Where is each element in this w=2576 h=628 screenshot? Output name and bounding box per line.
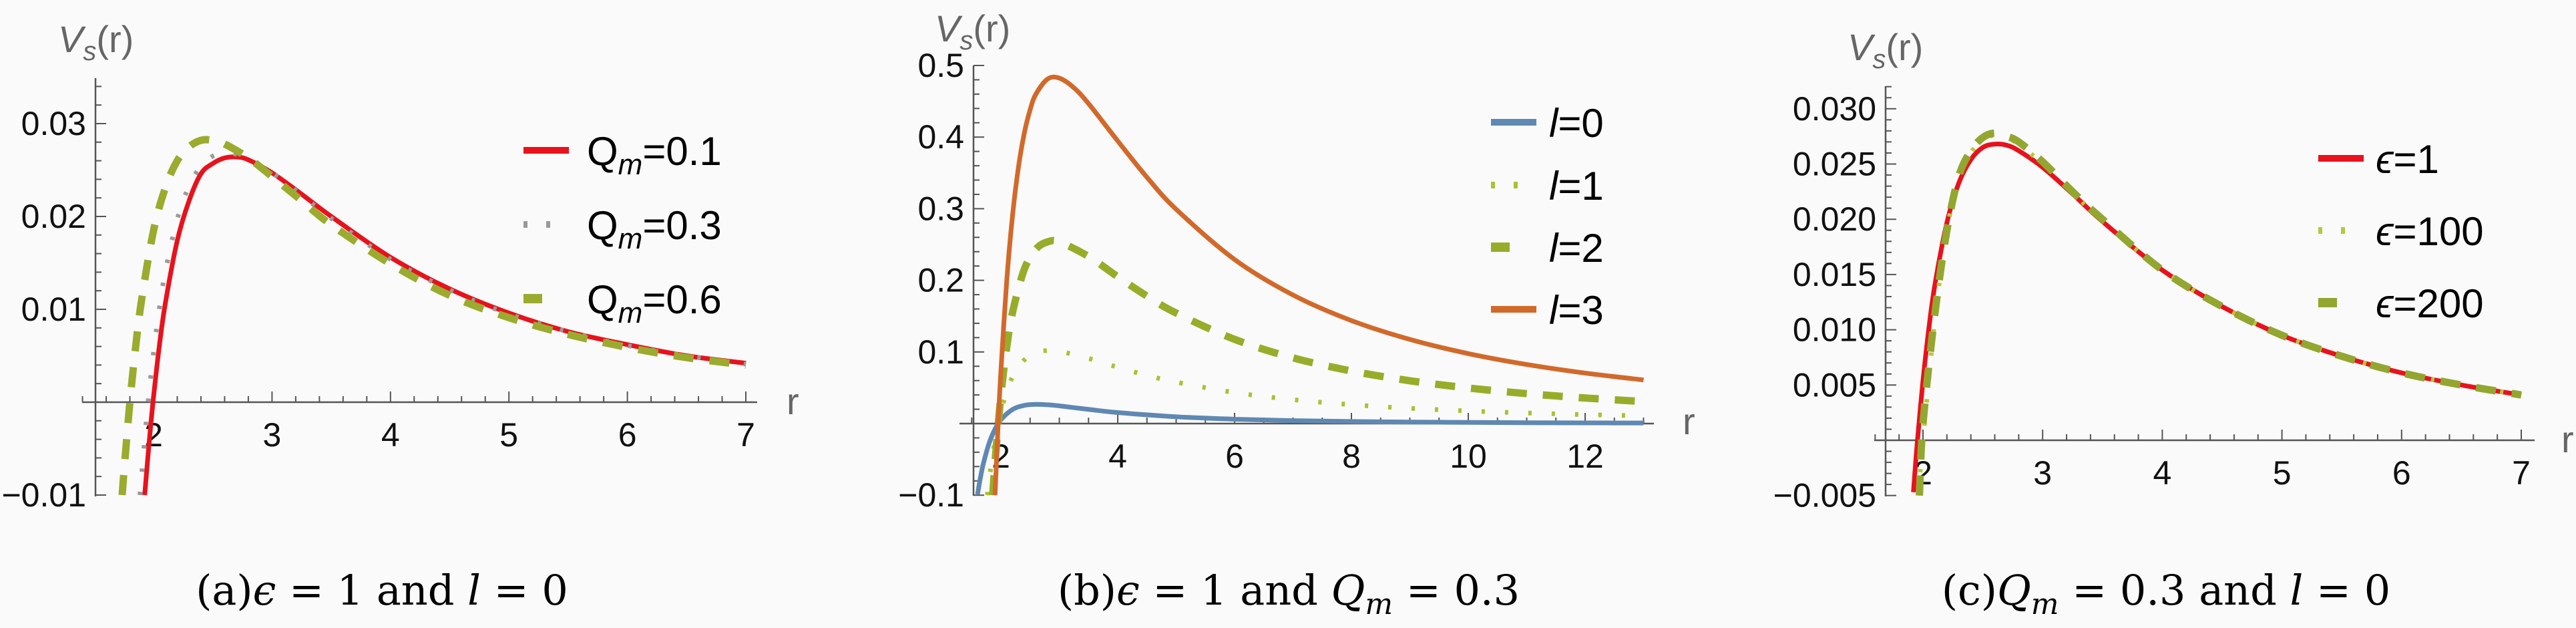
y-tick-label: −0.005	[1773, 477, 1876, 514]
legend-label: l=0	[1549, 101, 1604, 146]
y-tick-label: 0.030	[1793, 90, 1876, 128]
legend-label: l=1	[1549, 164, 1604, 208]
x-tick-label: 5	[499, 416, 518, 454]
y-tick-label: 0.2	[917, 262, 964, 299]
x-tick-label: 5	[2273, 454, 2292, 492]
y-axis-label: Vs(r)	[58, 18, 134, 66]
y-tick-label: 0.025	[1793, 146, 1876, 183]
curves	[118, 136, 746, 496]
x-tick-label: 8	[1342, 438, 1361, 475]
y-tick-label: 0.03	[21, 105, 86, 142]
chart-panel-b: 2 4 6 8 10 12−0.10.10.20.30.40.5Vs(r)rl=0l=1l…	[898, 7, 1695, 621]
x-tick-label: 10	[1450, 438, 1487, 475]
x-tick-label: 12	[1566, 438, 1604, 475]
x-tick-label: 4	[381, 416, 400, 454]
legend-label: Qm=0.1	[587, 129, 722, 181]
series-line-2	[1916, 129, 2522, 496]
series-line-2	[989, 237, 1644, 496]
legend-label: ϵ=200	[2376, 281, 2484, 326]
y-tick-label: 0.010	[1793, 311, 1876, 349]
x-tick-label: 6	[1225, 438, 1244, 475]
series-line-0	[1911, 142, 2522, 493]
legend-label: Qm=0.6	[587, 277, 722, 329]
legend-label: Qm=0.3	[587, 203, 722, 255]
y-tick-label: 0.3	[917, 190, 964, 227]
series-line-0	[975, 402, 1644, 495]
y-axis-label: Vs(r)	[1848, 26, 1923, 74]
chart-panel-a: 2 3 4 5 6 7−0.010.010.020.03Vs(r)rQm=0.1Qm=0.…	[1, 18, 799, 615]
y-tick-label: 0.020	[1793, 200, 1876, 238]
y-axis-label: Vs(r)	[935, 7, 1010, 55]
y-tick-label: 0.015	[1793, 256, 1876, 293]
y-tick-label: 0.4	[917, 118, 964, 156]
series-line-2	[118, 136, 746, 496]
caption: (a)ϵ = 1 and l = 0	[196, 566, 568, 615]
x-tick-label: 6	[2392, 454, 2411, 492]
series-line-1	[138, 150, 746, 496]
caption: (b)ϵ = 1 and Qm = 0.3	[1058, 566, 1520, 621]
y-tick-label: 0.5	[917, 47, 964, 84]
legend-label: ϵ=100	[2376, 209, 2484, 254]
y-tick-label: 0.005	[1793, 366, 1876, 404]
chart-panel-c: 2 3 4 5 6 7−0.0050.0050.0100.0150.0200.0250.0…	[1773, 26, 2574, 621]
legend-label: l=2	[1549, 226, 1604, 271]
y-tick-label: 0.1	[917, 333, 964, 371]
x-tick-label: 7	[2512, 454, 2531, 492]
curves	[975, 74, 1644, 496]
x-axis-label: r	[2561, 418, 2574, 460]
y-tick-label: −0.1	[898, 476, 964, 514]
x-tick-label: 3	[262, 416, 281, 454]
legend-label: ϵ=1	[2376, 137, 2439, 182]
y-tick-label: 0.02	[21, 198, 86, 235]
x-axis-label: r	[1683, 400, 1695, 442]
x-tick-label: 7	[736, 416, 755, 454]
x-tick-label: 4	[2153, 454, 2171, 492]
y-tick-label: −0.01	[1, 476, 86, 514]
x-axis-label: r	[787, 380, 799, 422]
x-tick-label: 6	[618, 416, 637, 454]
legend-label: l=3	[1549, 288, 1604, 333]
curves	[1911, 129, 2522, 496]
x-tick-label: 4	[1108, 438, 1127, 475]
x-tick-label: 3	[2033, 454, 2052, 492]
y-tick-label: 0.01	[21, 291, 86, 328]
caption: (c)Qm = 0.3 and l = 0	[1942, 566, 2390, 621]
series-line-3	[992, 74, 1644, 496]
